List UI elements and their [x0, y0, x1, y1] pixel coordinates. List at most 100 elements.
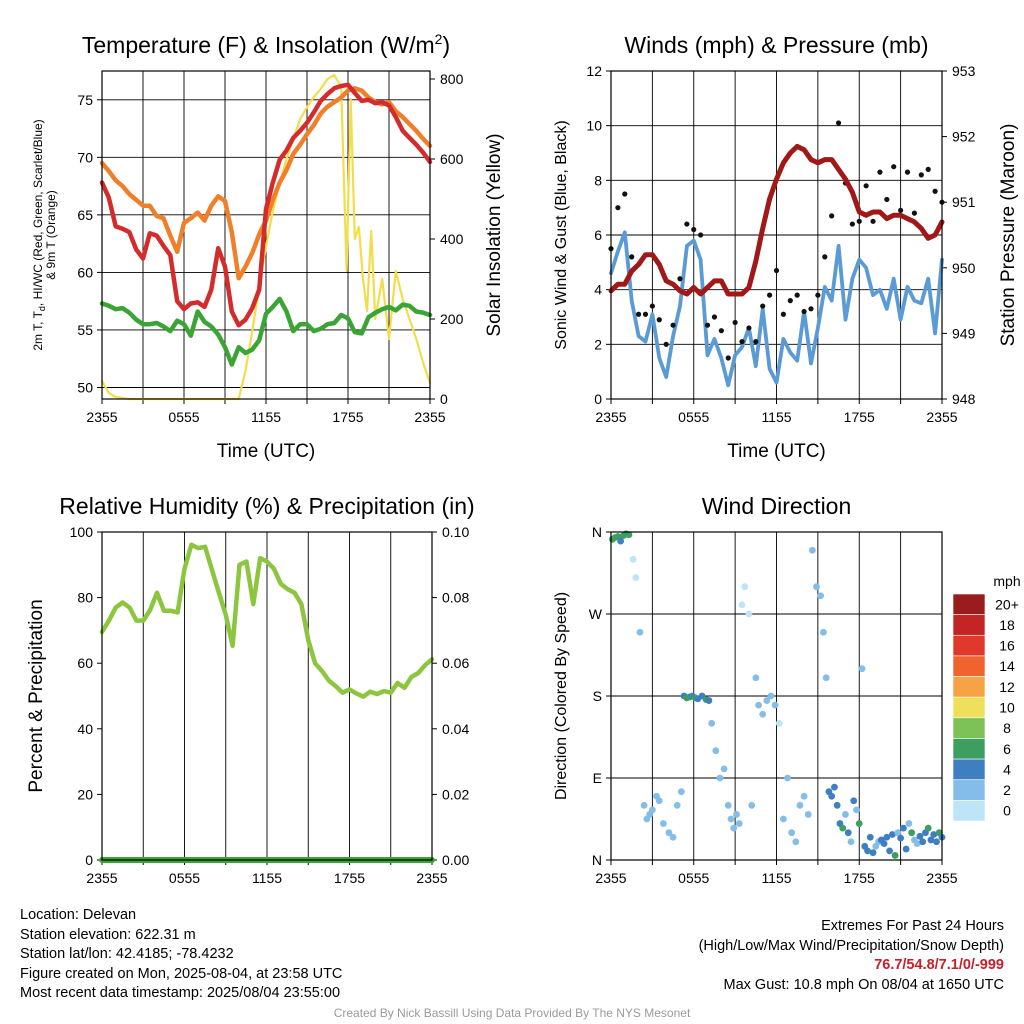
- chart-title-wind: Winds (mph) & Pressure (mb): [624, 32, 928, 58]
- direction-point: [716, 774, 724, 782]
- y-axis-label-dir: Direction (Colored By Speed): [553, 592, 570, 800]
- gust-point: [891, 164, 897, 170]
- direction-point: [905, 820, 913, 827]
- x-axis-label-wind: Time (UTC): [727, 441, 826, 462]
- gust-point: [739, 339, 745, 345]
- colorbar-label: 20+: [995, 596, 1019, 612]
- x-tick-label-temp: 2355: [414, 409, 445, 425]
- plot-frame-wind: [610, 70, 943, 400]
- gust-point: [822, 254, 828, 260]
- y-tick-label-wind: 10: [586, 118, 602, 134]
- gust-point: [635, 311, 642, 317]
- gust-point: [932, 188, 938, 194]
- gust-point: [794, 292, 800, 298]
- direction-point: [839, 824, 847, 832]
- series-line-station-pressure: [608, 143, 945, 297]
- direction-point: [640, 801, 648, 809]
- gust-point: [884, 196, 890, 203]
- y-tick-label-rh: 0: [85, 852, 93, 868]
- direction-point: [850, 797, 858, 805]
- direction-point: [712, 747, 720, 755]
- direction-point: [927, 836, 935, 844]
- y2-tick-label-rh: 0.08: [442, 590, 469, 606]
- gust-point: [787, 298, 793, 304]
- plot-frame-temp: [101, 70, 431, 400]
- gust-point: [815, 292, 821, 298]
- station-elevation: Station elevation: 622.31 m: [20, 926, 196, 943]
- chart-title-rh: Relative Humidity (%) & Precipitation (i…: [59, 493, 474, 519]
- x-tick-label-temp: 0555: [168, 409, 199, 425]
- y2-tick-label-wind: 953: [952, 63, 976, 79]
- direction-point: [842, 811, 849, 818]
- direction-point: [891, 852, 899, 859]
- y2-tick-label-rh: 0.06: [442, 655, 469, 671]
- chart-title-dir: Wind Direction: [702, 493, 852, 519]
- y2-tick-label-temp: 200: [440, 311, 464, 327]
- series-line-2m-t: [99, 82, 433, 328]
- y-tick-label-wind: 12: [586, 63, 602, 79]
- direction-point: [833, 801, 841, 809]
- direction-point: [673, 801, 681, 809]
- direction-point: [908, 829, 916, 837]
- x-tick-label-rh: 2355: [416, 870, 447, 886]
- x-tick-label-rh: 0555: [169, 870, 200, 886]
- series-line-sonic-wind: [609, 230, 944, 388]
- direction-point: [705, 697, 713, 704]
- direction-point: [808, 546, 816, 554]
- direction-point: [784, 774, 791, 782]
- colorbar-cell: [952, 696, 986, 719]
- y2-tick-label-wind: 951: [952, 194, 976, 210]
- direction-point: [800, 792, 808, 800]
- direction-point: [708, 719, 716, 727]
- gust-point: [773, 267, 780, 274]
- y2-tick-label-wind: 949: [952, 325, 976, 341]
- direction-point: [733, 811, 740, 818]
- x-tick-label-rh: 2355: [86, 870, 117, 886]
- direction-point: [819, 628, 827, 636]
- extremes-heading: Extremes For Past 24 Hours: [821, 918, 1004, 934]
- direction-point: [858, 665, 866, 673]
- y-axis-label-rh: Percent & Precipitation: [26, 599, 47, 792]
- colorbar-label: 2: [1003, 782, 1011, 798]
- gust-point: [663, 341, 669, 347]
- direction-point: [924, 824, 932, 832]
- y-tick-label-wind: 8: [594, 172, 602, 188]
- gust-point: [732, 319, 738, 326]
- colorbar-cell: [952, 655, 986, 677]
- colorbar-cell: [952, 779, 986, 801]
- gust-point: [711, 314, 718, 320]
- direction-point: [730, 824, 738, 832]
- colorbar-cell: [952, 614, 986, 636]
- colorbar-label: 6: [1003, 741, 1011, 757]
- gust-point: [718, 328, 724, 334]
- y2-tick-label-temp: 0: [440, 391, 448, 407]
- direction-point: [763, 697, 771, 704]
- direction-point: [779, 815, 787, 823]
- direction-point: [894, 829, 902, 837]
- gust-point: [829, 213, 835, 219]
- direction-point: [788, 829, 796, 837]
- y-tick-label-rh: 100: [70, 524, 94, 540]
- x-axis-label-temp: Time (UTC): [217, 441, 316, 462]
- direction-point: [792, 838, 800, 846]
- direction-point: [636, 628, 644, 636]
- direction-point: [864, 847, 871, 855]
- gust-point: [760, 303, 766, 309]
- direction-point: [916, 832, 924, 840]
- y2-tick-label-rh: 0.00: [442, 852, 469, 868]
- station-location: Location: Delevan: [20, 907, 137, 923]
- direction-point: [796, 801, 804, 809]
- y-tick-label-wind: 6: [594, 227, 602, 243]
- gust-point: [629, 254, 635, 260]
- series-line-relative-humidity: [99, 542, 435, 699]
- max-gust: Max Gust: 10.8 mph On 08/04 at 1650 UTC: [723, 976, 1004, 993]
- y2-tick-label-wind: 950: [952, 260, 976, 276]
- y-tick-label-rh: 60: [77, 655, 93, 671]
- plot-frame-dir: [610, 531, 943, 861]
- direction-point: [771, 701, 779, 709]
- gust-point: [849, 221, 855, 227]
- y-tick-label-dir: N: [592, 852, 602, 868]
- direction-point: [897, 834, 905, 842]
- gust-point: [746, 325, 752, 331]
- colorbar-label: 18: [999, 617, 1015, 633]
